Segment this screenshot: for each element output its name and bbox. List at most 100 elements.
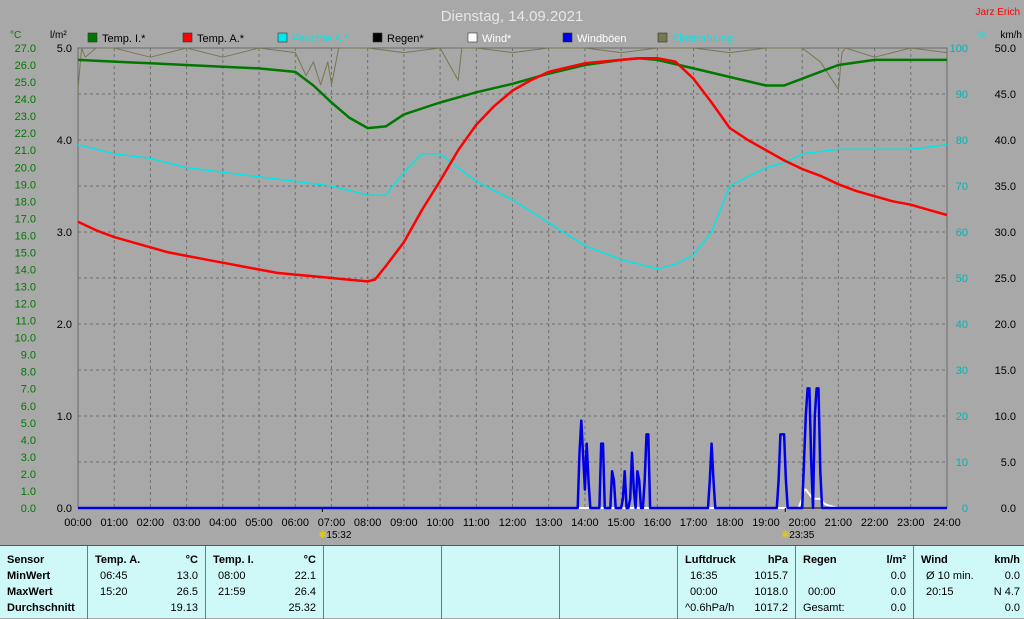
temp-unit: °C bbox=[10, 30, 21, 41]
temp-tick-label: 2.0 bbox=[21, 469, 36, 481]
stats-rain: Regen l/m² 0.0 00:00 0.0 Gesamt: 0.0 bbox=[796, 546, 914, 619]
temp-a-max-time: 15:20 bbox=[100, 586, 128, 598]
time-tick-label: 24:00 bbox=[933, 517, 961, 529]
wind-tick-label: 35.0 bbox=[995, 181, 1016, 193]
temp-tick-label: 24.0 bbox=[15, 94, 36, 106]
temp-a-title: Temp. A. bbox=[95, 554, 141, 566]
author-label: Jarz Erich bbox=[976, 7, 1020, 18]
time-tick-label: 21:00 bbox=[825, 517, 853, 529]
stats-sensor-column: Sensor MinWert MaxWert Durchschnitt bbox=[0, 546, 88, 619]
pressure-min-time: 16:35 bbox=[690, 570, 718, 582]
series-line-windb-en bbox=[78, 387, 947, 510]
wind-tick-label: 10.0 bbox=[995, 411, 1016, 423]
legend-swatch bbox=[657, 32, 668, 43]
time-tick-label: 14:00 bbox=[571, 517, 599, 529]
wind-avg-value: 0.0 bbox=[1004, 570, 1020, 582]
pressure-max-value: 1018.0 bbox=[754, 586, 788, 598]
rain-min-value: 0.0 bbox=[890, 570, 906, 582]
humidity-tick-label: 10 bbox=[956, 457, 968, 469]
wind-unit: km/h bbox=[1000, 30, 1022, 41]
time-tick-label: 15:00 bbox=[607, 517, 635, 529]
legend-label: Wind* bbox=[482, 33, 512, 45]
temp-a-min-time: 06:45 bbox=[100, 570, 128, 582]
chart-title: Dienstag, 14.09.2021 bbox=[441, 8, 584, 25]
legend: Temp. I.* Temp. A.* Feuchte A.* Regen* Wind*… bbox=[87, 32, 733, 45]
humidity-tick-label: 70 bbox=[956, 181, 968, 193]
wind-tick-label: 20.0 bbox=[995, 319, 1016, 331]
pressure-trend: ^0.6hPa/h bbox=[685, 602, 735, 614]
temp-a-avg-value: 19.13 bbox=[170, 602, 198, 614]
legend-swatch bbox=[467, 32, 478, 43]
legend-swatch bbox=[182, 32, 193, 43]
legend-label: Windböen bbox=[577, 33, 627, 45]
row-label-avg: Durchschnitt bbox=[7, 602, 75, 614]
time-tick-label: 02:00 bbox=[137, 517, 165, 529]
temp-tick-label: 5.0 bbox=[21, 418, 36, 430]
time-tick-label: 00:00 bbox=[64, 517, 92, 529]
time-tick-label: 19:00 bbox=[752, 517, 780, 529]
time-tick-label: 13:00 bbox=[535, 517, 563, 529]
temp-tick-label: 9.0 bbox=[21, 350, 36, 362]
rain-tick-label: 3.0 bbox=[57, 227, 72, 239]
series-line-temp-i bbox=[77, 56, 947, 130]
temp-i-min-time: 08:00 bbox=[218, 570, 246, 582]
sunrise-icon: ✱ bbox=[318, 530, 326, 541]
rain-total-label: Gesamt: bbox=[803, 602, 845, 614]
temp-tick-label: 23.0 bbox=[15, 111, 36, 123]
axis-ticks: 0.0 1.0 2.0 3.0 4.0 5.0 6.0 7.0 8.0 9.0 10.0 11.0 12… bbox=[15, 43, 1016, 529]
stats-wind: Wind km/h Ø 10 min. 0.0 20:15 N 4.7 0.0 bbox=[914, 546, 1024, 619]
temp-a-max-value: 26.5 bbox=[176, 586, 198, 598]
sensor-title: Sensor bbox=[7, 554, 45, 566]
humidity-unit: % bbox=[977, 30, 986, 41]
temp-tick-label: 13.0 bbox=[15, 282, 36, 294]
time-tick-label: 01:00 bbox=[100, 517, 128, 529]
time-tick-label: 05:00 bbox=[245, 517, 273, 529]
sunset-time: 23:35 bbox=[789, 530, 814, 541]
temp-tick-label: 19.0 bbox=[15, 179, 36, 191]
temp-tick-label: 27.0 bbox=[15, 43, 36, 55]
stats-empty-1 bbox=[324, 546, 442, 619]
temp-tick-label: 0.0 bbox=[21, 503, 36, 515]
temp-tick-label: 22.0 bbox=[15, 128, 36, 140]
grid bbox=[77, 47, 948, 509]
pressure-title: Luftdruck bbox=[685, 554, 736, 566]
series-line-einstrahlung bbox=[77, 47, 948, 90]
time-tick-label: 10:00 bbox=[426, 517, 454, 529]
time-tick-label: 09:00 bbox=[390, 517, 418, 529]
weather-chart: Dienstag, 14.09.2021 Jarz Erich °C l/m² … bbox=[10, 7, 1022, 541]
humidity-tick-label: 90 bbox=[956, 89, 968, 101]
wind-unit-label: km/h bbox=[994, 554, 1020, 566]
time-tick-label: 12:00 bbox=[499, 517, 527, 529]
sunrise-time: 15:32 bbox=[326, 530, 351, 541]
temp-i-title: Temp. I. bbox=[213, 554, 254, 566]
temp-tick-label: 14.0 bbox=[15, 264, 36, 276]
temp-tick-label: 26.0 bbox=[15, 60, 36, 72]
humidity-tick-label: 80 bbox=[956, 135, 968, 147]
rain-unit: l/m² bbox=[50, 30, 67, 41]
wind-avg-label: Ø 10 min. bbox=[926, 570, 974, 582]
temp-i-unit: °C bbox=[303, 554, 316, 566]
time-tick-label: 08:00 bbox=[354, 517, 382, 529]
time-tick-label: 04:00 bbox=[209, 517, 237, 529]
stats-temp-a: Temp. A. °C 06:45 13.0 15:20 26.5 19.13 bbox=[88, 546, 206, 619]
series-line-feuchte-a bbox=[77, 143, 948, 270]
wind-tick-label: 45.0 bbox=[995, 89, 1016, 101]
humidity-tick-label: 20 bbox=[956, 411, 968, 423]
temp-tick-label: 20.0 bbox=[15, 162, 36, 174]
time-tick-label: 16:00 bbox=[644, 517, 672, 529]
temp-tick-label: 8.0 bbox=[21, 367, 36, 379]
stats-pressure: Luftdruck hPa 16:35 1015.7 00:00 1018.0 … bbox=[678, 546, 796, 619]
rain-max-time: 00:00 bbox=[808, 586, 836, 598]
temp-tick-label: 10.0 bbox=[15, 333, 36, 345]
temp-tick-label: 4.0 bbox=[21, 435, 36, 447]
time-tick-label: 06:00 bbox=[281, 517, 309, 529]
stats-table: Sensor MinWert MaxWert Durchschnitt Temp… bbox=[0, 545, 1024, 619]
wind-tick-label: 40.0 bbox=[995, 135, 1016, 147]
temp-tick-label: 11.0 bbox=[15, 316, 36, 328]
temp-tick-label: 17.0 bbox=[15, 213, 36, 225]
time-tick-label: 07:00 bbox=[318, 517, 346, 529]
wind-tick-label: 25.0 bbox=[995, 273, 1016, 285]
time-tick-label: 20:00 bbox=[788, 517, 816, 529]
humidity-tick-label: 0 bbox=[962, 503, 968, 515]
time-tick-label: 22:00 bbox=[861, 517, 889, 529]
